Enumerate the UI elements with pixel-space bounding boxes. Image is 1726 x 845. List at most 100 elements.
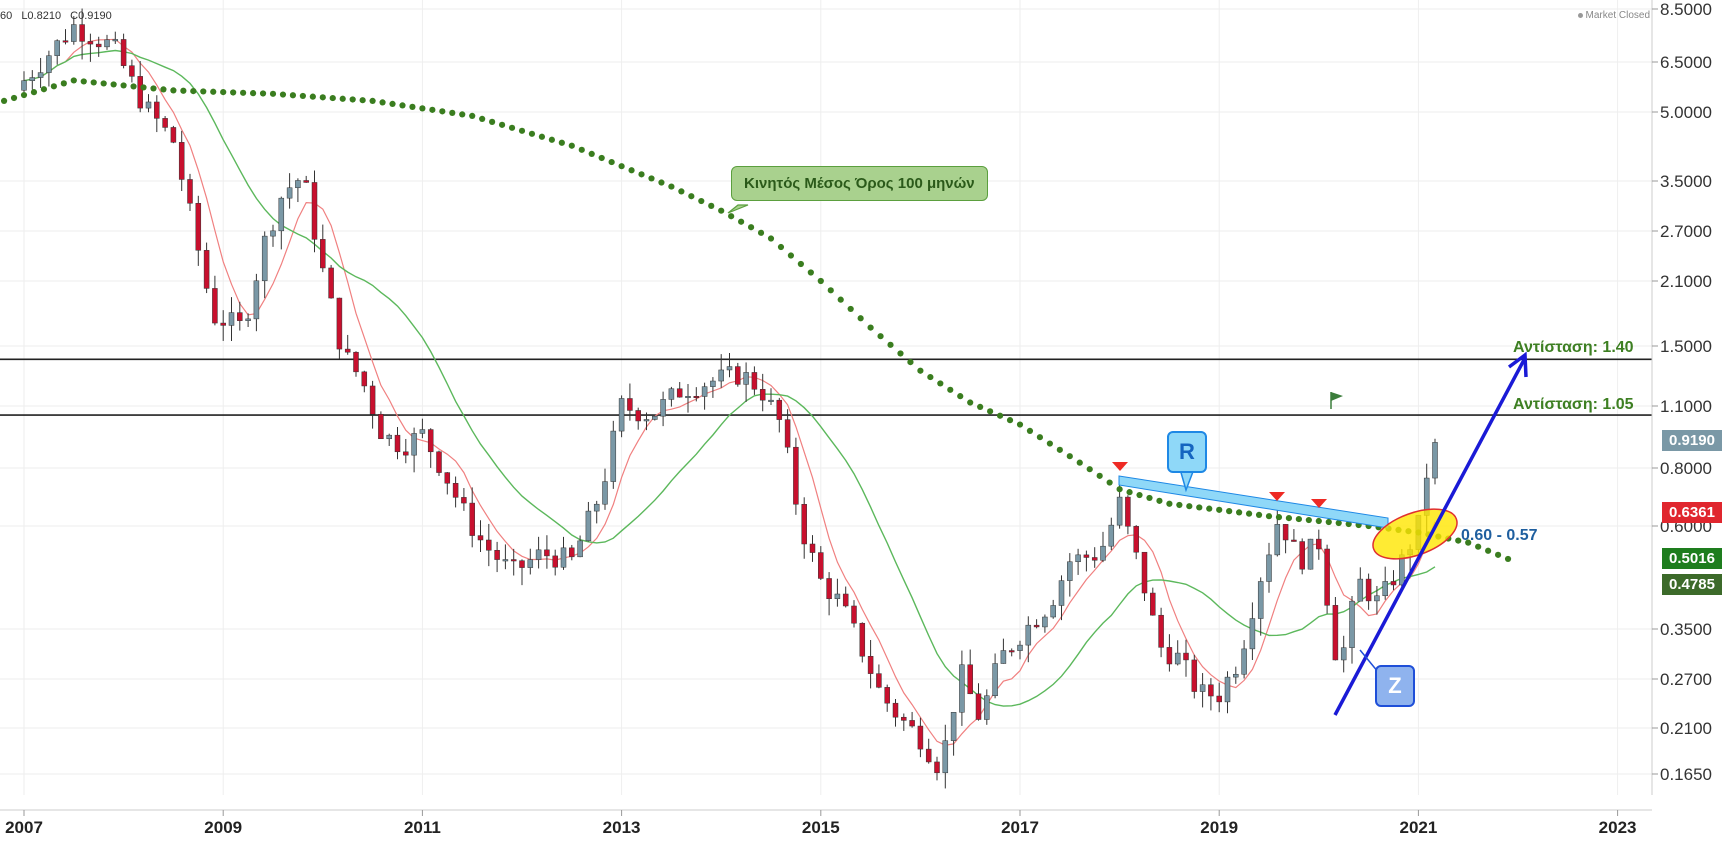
candle-body <box>270 230 276 237</box>
ma-long-dot <box>1006 417 1014 424</box>
candle-body <box>237 312 243 321</box>
price-tick-label: 0.2700 <box>1660 670 1712 689</box>
ma-long-dot <box>140 84 147 91</box>
candle-body <box>660 399 666 417</box>
candle-body <box>452 483 459 498</box>
ma-long-dot <box>767 235 775 242</box>
candle-body <box>1025 624 1032 646</box>
candle-body <box>253 280 260 320</box>
ma-long-dot <box>907 358 914 366</box>
candle-body <box>178 142 185 180</box>
candle-body <box>992 663 998 696</box>
ma-long-dot <box>897 350 904 357</box>
ma-long-dot <box>279 91 287 98</box>
candle-body <box>21 80 27 91</box>
ma-long-dot <box>837 296 844 303</box>
ma-long-dot <box>1196 504 1203 511</box>
candle-body <box>1150 592 1156 616</box>
candle-body <box>344 348 351 353</box>
ma-long-dot <box>708 202 715 209</box>
ma-long-dot <box>210 88 217 95</box>
candle-body <box>220 322 226 326</box>
candle-body <box>867 655 874 674</box>
ma-long-dot <box>817 277 824 285</box>
candle-body <box>1241 648 1247 675</box>
candle-body <box>967 664 973 695</box>
candle-body <box>477 535 484 541</box>
candle-body <box>942 740 949 774</box>
ma-long-dot <box>628 167 635 174</box>
ma-long-dot <box>1176 501 1183 509</box>
resistance-label-2: Αντίσταση: 1.05 <box>1513 396 1634 413</box>
ma-long-dot <box>240 89 247 96</box>
ma-long-dot <box>349 96 356 103</box>
time-tick-label: 2011 <box>404 818 441 837</box>
candle-body <box>842 593 849 607</box>
candle-body <box>635 410 641 422</box>
ma-long-dot <box>1255 511 1263 519</box>
ma-long-dot <box>747 224 755 231</box>
ma-long-dot <box>1335 519 1342 527</box>
ma-long-dot <box>967 399 974 406</box>
candle-body <box>892 702 899 718</box>
ma-long-dot <box>538 133 546 140</box>
ma-long-dot <box>1116 486 1123 493</box>
ma-long-dot <box>419 105 426 112</box>
price-tick-label: 6.5000 <box>1660 53 1712 72</box>
ma-long-dot <box>757 229 765 236</box>
time-axis: 2007 2009 2011 2013 2015 2017 2019 2021 2023 <box>0 809 1652 837</box>
ma-long-dot <box>588 150 595 158</box>
candle-body <box>461 497 467 504</box>
candle-body <box>436 451 442 473</box>
candle-body <box>71 24 77 42</box>
ma-long-dot <box>548 136 555 143</box>
ma-long-dot <box>230 89 237 96</box>
candle-body <box>1091 557 1098 561</box>
candle-body <box>610 430 617 482</box>
candle-body <box>859 622 866 657</box>
ma-long-dot <box>638 171 645 178</box>
candle-body <box>469 502 475 536</box>
candle-body <box>1365 578 1372 602</box>
status-dot-icon <box>1577 12 1583 18</box>
resistance-lines <box>0 358 1652 416</box>
ma-long-dot <box>887 341 894 348</box>
price-tick-label: 0.3500 <box>1660 620 1712 639</box>
ma-long-dot <box>1325 518 1332 526</box>
ma-long-dot <box>100 80 107 87</box>
candle-body <box>1033 624 1040 628</box>
candle-body <box>486 539 492 551</box>
time-tick-label: 2015 <box>802 818 840 837</box>
candle-body <box>195 203 202 251</box>
ma-long-dot <box>180 87 187 94</box>
ma-long-dot <box>797 260 804 268</box>
ma-long-dot <box>867 324 874 331</box>
ma-long-dot <box>259 90 267 97</box>
time-tick-label: 2017 <box>1001 818 1039 837</box>
candle-body <box>1257 581 1264 619</box>
candle-body <box>834 593 841 600</box>
time-tick-label: 2019 <box>1200 818 1238 837</box>
ma-long-dot <box>807 269 814 276</box>
candle-body <box>1299 541 1305 570</box>
ma-long-dot <box>409 103 416 110</box>
candle-body <box>1233 673 1239 678</box>
candle-body <box>901 716 907 721</box>
candle-body <box>494 550 500 560</box>
ma-long-dot <box>309 93 316 100</box>
candle-body <box>801 504 807 545</box>
ma-long-dot <box>70 77 77 84</box>
market-status: Market Closed <box>1577 10 1650 21</box>
price-tick-label: 0.1650 <box>1660 765 1712 784</box>
candle-body <box>1133 526 1139 553</box>
ma-long-dot <box>1036 434 1044 441</box>
candle-body <box>676 388 683 398</box>
candle-body <box>353 351 359 373</box>
ma-long-dot <box>648 175 655 182</box>
ma-long-dot <box>728 213 735 220</box>
candle-body <box>87 41 94 45</box>
z-callout-box: Z <box>1375 665 1415 707</box>
ma-long-dot <box>449 109 456 116</box>
candles <box>21 8 1438 789</box>
candle-body <box>1017 644 1023 651</box>
